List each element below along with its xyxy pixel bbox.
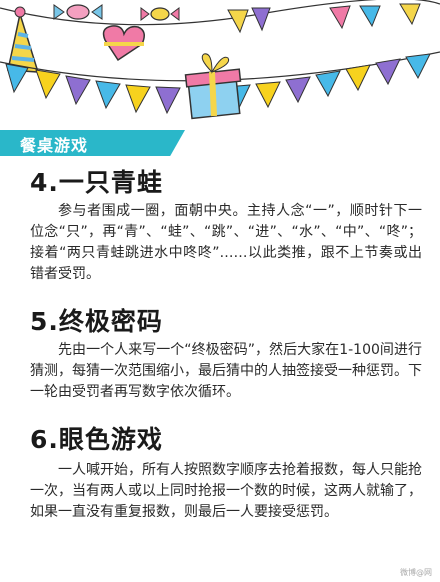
gift-box-icon [184, 53, 242, 120]
heart-gift-icon [102, 25, 145, 62]
bunting-string-upper [0, 0, 440, 26]
section-title-eye: 6.眼色游戏 [30, 425, 163, 454]
candy-icon [53, 4, 103, 20]
candy-icon-right [140, 7, 180, 21]
section-body-frog: 参与者围成一圈，面朝中央。主持人念“一”，顺时针下一位念“只”，再“青”、“蛙”… [30, 203, 422, 282]
category-banner: 餐桌游戏 [0, 130, 185, 156]
section-title-frog: 4.一只青蛙 [30, 168, 163, 197]
section-title-password: 5.终极密码 [30, 307, 163, 336]
section-body-password: 先由一个人来写一个“终极密码”，然后大家在1-100间进行猜测，每猜一次范围缩小… [30, 342, 422, 400]
section-body-eye: 一人喊开始，所有人按照数字顺序去抢着报数，每人只能抢一次，当有两人或以上同时抢报… [30, 462, 422, 520]
watermark: 微博@网 [400, 568, 432, 577]
party-hat-icon [7, 6, 40, 73]
party-decoration [0, 0, 440, 120]
category-label: 餐桌游戏 [20, 136, 89, 155]
